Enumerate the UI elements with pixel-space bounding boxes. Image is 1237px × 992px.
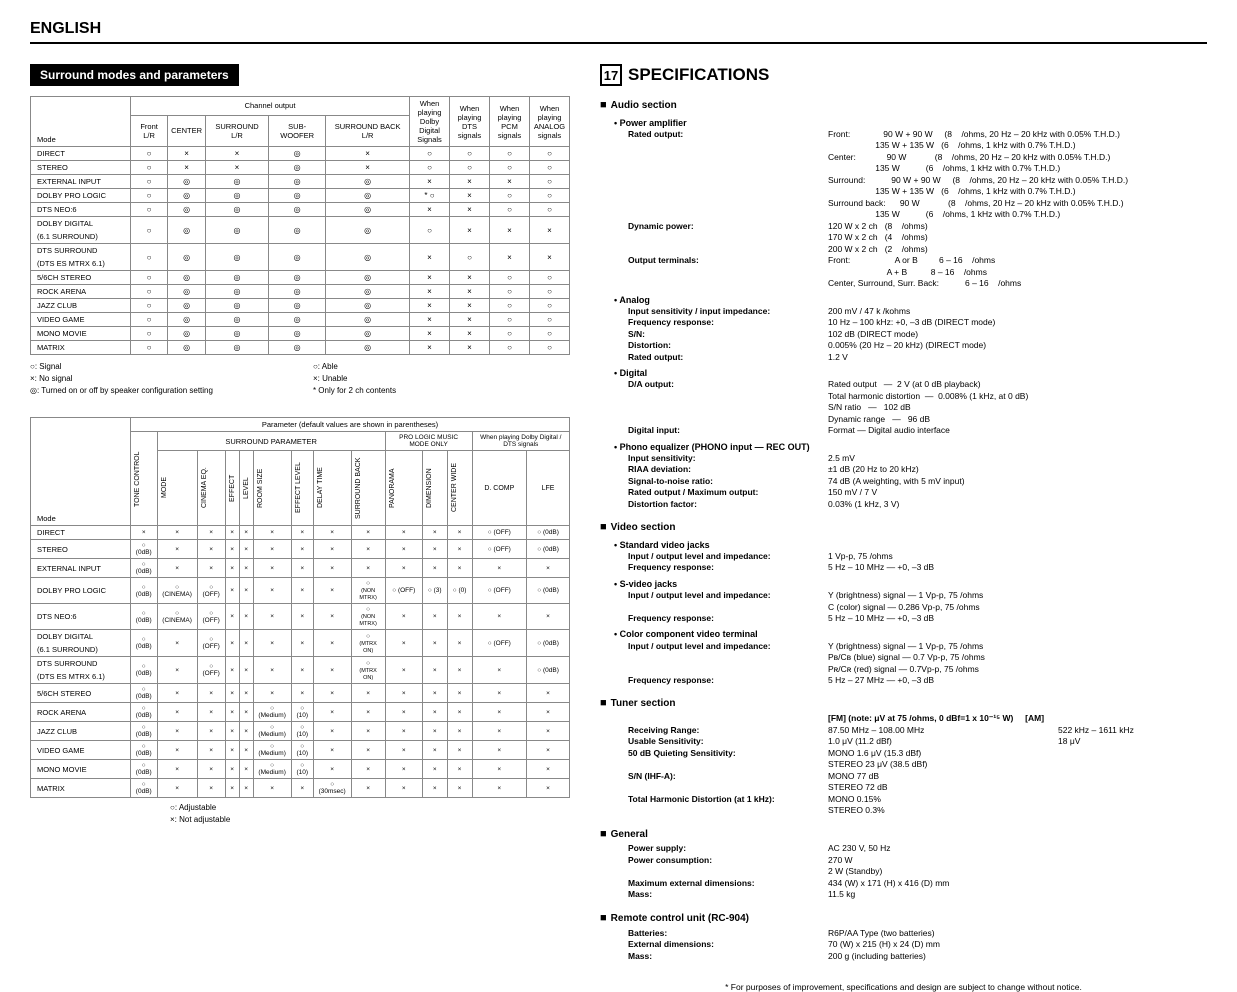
parameter-table: ModeParameter (default values are shown … bbox=[30, 417, 570, 798]
table2-legend: ○: Adjustable×: Not adjustable bbox=[30, 802, 570, 826]
specifications-body: ■Audio section• Power amplifierRated out… bbox=[600, 98, 1207, 962]
page-header: ENGLISH bbox=[30, 20, 1207, 44]
spec-heading: SPECIFICATIONS bbox=[628, 65, 769, 85]
table1-legend: ○: Signal×: No signal◎: Turned on or off… bbox=[30, 361, 570, 397]
surround-section-title: Surround modes and parameters bbox=[30, 64, 239, 86]
spec-number-box: 17 bbox=[600, 64, 622, 86]
channel-output-table: ModeChannel outputWhen playing Dolby Dig… bbox=[30, 96, 570, 355]
spec-footnote: * For purposes of improvement, specifica… bbox=[600, 982, 1207, 992]
